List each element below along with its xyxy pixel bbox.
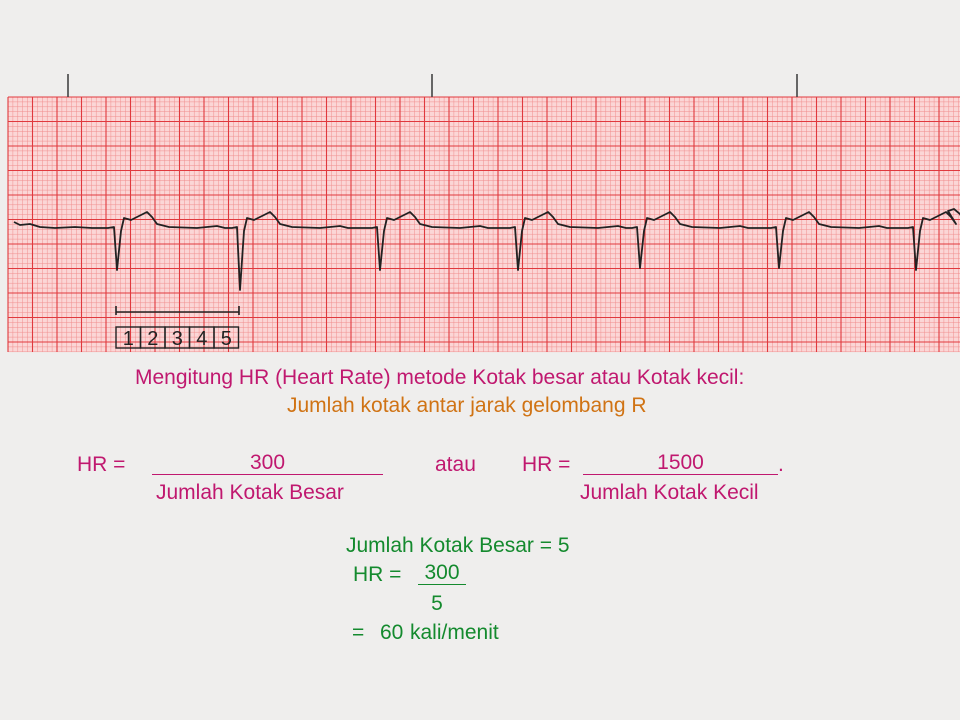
big-box-number: 3 (172, 328, 183, 350)
big-box-number: 2 (147, 328, 158, 350)
big-box-number: 5 (221, 328, 232, 350)
calibration-markers (67, 74, 798, 97)
big-box-5 (213, 326, 240, 349)
example-result-value: 60 (380, 621, 404, 644)
formula-left-denominator: Jumlah Kotak Besar (156, 481, 344, 504)
example-equals: = (352, 621, 365, 644)
example-result-unit: kali/menit (410, 621, 499, 644)
formula-left-numerator: 300 (152, 452, 383, 475)
formula-right-trailing: . (778, 453, 784, 476)
page-title: Mengitung HR (Heart Rate) metode Kotak b… (135, 366, 745, 389)
formula-right-label: HR = (522, 453, 571, 476)
example-denominator: 5 (431, 592, 443, 615)
ecg-grid-major (7, 96, 960, 352)
example-numerator: 300 (418, 562, 466, 585)
ecg-grid-minor (8, 97, 960, 353)
big-box-number: 4 (196, 328, 207, 350)
page-subtitle: Jumlah kotak antar jarak gelombang R (287, 394, 647, 417)
ecg-trace (13, 208, 960, 291)
formula-left-label: HR = (77, 453, 126, 476)
formula-right-denominator: Jumlah Kotak Kecil (580, 481, 759, 504)
connector-text: atau (435, 453, 476, 476)
formula-right-numerator: 1500 (583, 452, 778, 475)
big-box-number: 1 (123, 328, 134, 350)
example-given: Jumlah Kotak Besar = 5 (346, 534, 570, 557)
example-label: HR = (353, 563, 402, 586)
rr-interval-bracket (115, 306, 240, 315)
